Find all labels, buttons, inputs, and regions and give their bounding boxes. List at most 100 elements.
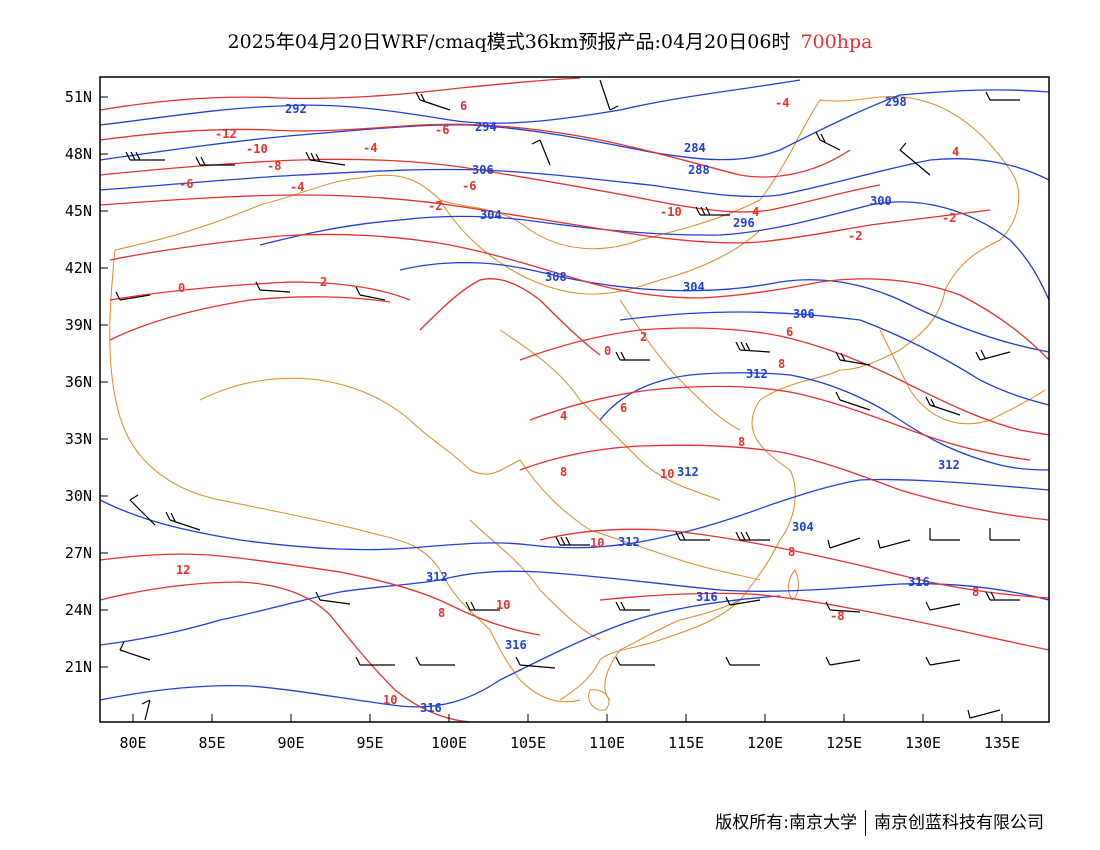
- lon-ticks: [132, 714, 1003, 722]
- temperature-contour: [109, 296, 391, 341]
- wind-barb: [827, 537, 861, 549]
- wind-barb: [615, 601, 650, 611]
- lon-label: 105E: [510, 734, 546, 752]
- geopotential-label: 298: [885, 95, 907, 109]
- map-layers: 292 294 306 304 308 304 298 296 300 306 …: [100, 77, 1049, 722]
- wind-barb: [195, 156, 235, 166]
- lat-label: 45N: [65, 202, 92, 220]
- temperature-label: 6: [786, 325, 793, 339]
- geopotential-label: 308: [545, 270, 567, 284]
- temperature-label: -2: [942, 211, 956, 225]
- temperature-contour: [109, 281, 411, 301]
- wind-barb: [119, 641, 151, 661]
- geopotential-label: 312: [677, 465, 699, 479]
- geopotential-label: 306: [793, 307, 815, 321]
- lat-label: 36N: [65, 373, 92, 391]
- temperature-label: 2: [640, 330, 647, 344]
- china-border: [114, 95, 1020, 701]
- temperature-label: 6: [620, 401, 627, 415]
- geopotential-contour: [599, 372, 1049, 471]
- wind-barb: [695, 206, 730, 216]
- temperature-label: -2: [428, 199, 442, 213]
- chart-title: 2025年04月20日WRF/cmaq模式36km预报产品:04月20日06时 7…: [0, 27, 1100, 54]
- temperature-label: -12: [215, 127, 237, 141]
- wind-barbs: [115, 79, 1020, 721]
- wind-barb: [129, 494, 156, 526]
- geopotential-contour: [100, 570, 1049, 646]
- lon-label: 120E: [747, 734, 783, 752]
- wind-barb: [815, 131, 841, 151]
- wind-barb: [165, 511, 201, 531]
- lon-label: 90E: [277, 734, 304, 752]
- lat-label: 30N: [65, 487, 92, 505]
- wind-barb: [985, 591, 1020, 601]
- lon-labels: 80E 85E 90E 95E 100E 105E 110E 115E 120E…: [119, 734, 1020, 752]
- geopotential-label: 300: [870, 194, 892, 208]
- geopotential-label: 304: [480, 208, 502, 222]
- wind-barb: [615, 351, 650, 361]
- title-main: 2025年04月20日WRF/cmaq模式36km预报产品:04月20日06时: [227, 31, 791, 53]
- lon-label: 100E: [431, 734, 467, 752]
- wind-barb: [355, 286, 386, 301]
- temperature-label: 0: [178, 281, 185, 295]
- geopotential-contour: [399, 261, 1049, 353]
- wind-barb: [975, 349, 1011, 361]
- geopotential-label: 284: [684, 141, 706, 155]
- wind-barb: [825, 601, 861, 613]
- temperature-label: 8: [972, 585, 979, 599]
- axis-ticks: [100, 96, 1003, 722]
- map-frame: [99, 76, 1050, 723]
- temperature-label: 8: [778, 357, 785, 371]
- contour-labels: 292 294 306 304 308 304 298 296 300 306 …: [176, 95, 979, 715]
- lat-labels: 51N 48N 45N 42N 39N 36N 33N 30N 27N 24N …: [65, 88, 92, 676]
- wind-barb: [355, 656, 395, 666]
- lat-label: 33N: [65, 430, 92, 448]
- geopotential-label: 312: [938, 458, 960, 472]
- temperature-contour: [109, 233, 1049, 361]
- temperature-label-group: -12 -10 -8 -6 -4 -2 0 2 4 6 8 10 12 -6 -…: [176, 96, 979, 707]
- temperature-label: -4: [363, 141, 377, 155]
- geopotential-label: 304: [683, 280, 705, 294]
- wind-barb: [255, 281, 291, 293]
- korea-japan: [879, 329, 1046, 425]
- geopotential-label: 316: [505, 638, 527, 652]
- lat-label: 24N: [65, 601, 92, 619]
- geopotential-contours: [100, 79, 1049, 708]
- temperature-contour: [100, 158, 881, 213]
- temperature-contour: [100, 553, 541, 636]
- geopotential-contour: [100, 158, 1049, 198]
- temperature-contours: [100, 77, 1049, 722]
- lat-label: 27N: [65, 544, 92, 562]
- province-border-4: [619, 299, 741, 431]
- geopotential-label: 316: [696, 590, 718, 604]
- wind-barb: [415, 91, 451, 111]
- west-border: [109, 249, 581, 703]
- wind-barb: [675, 531, 710, 541]
- wind-barb: [735, 341, 771, 353]
- wind-barb: [989, 528, 1020, 541]
- geopotential-label-group: 292 294 306 304 308 304 298 296 300 306 …: [285, 95, 960, 715]
- geopotential-contour: [259, 201, 1049, 301]
- wind-barb: [967, 709, 1001, 719]
- temperature-contour: [419, 278, 601, 356]
- temperature-label: 4: [752, 205, 759, 219]
- lat-label: 21N: [65, 658, 92, 676]
- geopotential-label: 316: [420, 701, 442, 715]
- temperature-label: -6: [462, 179, 476, 193]
- temperature-contour: [529, 385, 1031, 461]
- geopotential-contour: [100, 79, 801, 126]
- geopotential-contour: [100, 89, 1049, 161]
- wind-barb: [305, 151, 346, 166]
- geopotential-label: 312: [426, 570, 448, 584]
- wind-barb: [835, 391, 871, 411]
- lat-label: 39N: [65, 316, 92, 334]
- wind-barb: [615, 656, 655, 666]
- temperature-contour: [100, 194, 991, 244]
- tibet-border: [199, 377, 521, 475]
- temperature-label: 0: [604, 344, 611, 358]
- lon-label: 80E: [119, 734, 146, 752]
- coast-south: [604, 599, 741, 701]
- inner-mongolia-border: [439, 199, 761, 295]
- wind-barb: [125, 151, 165, 161]
- lon-label: 115E: [668, 734, 704, 752]
